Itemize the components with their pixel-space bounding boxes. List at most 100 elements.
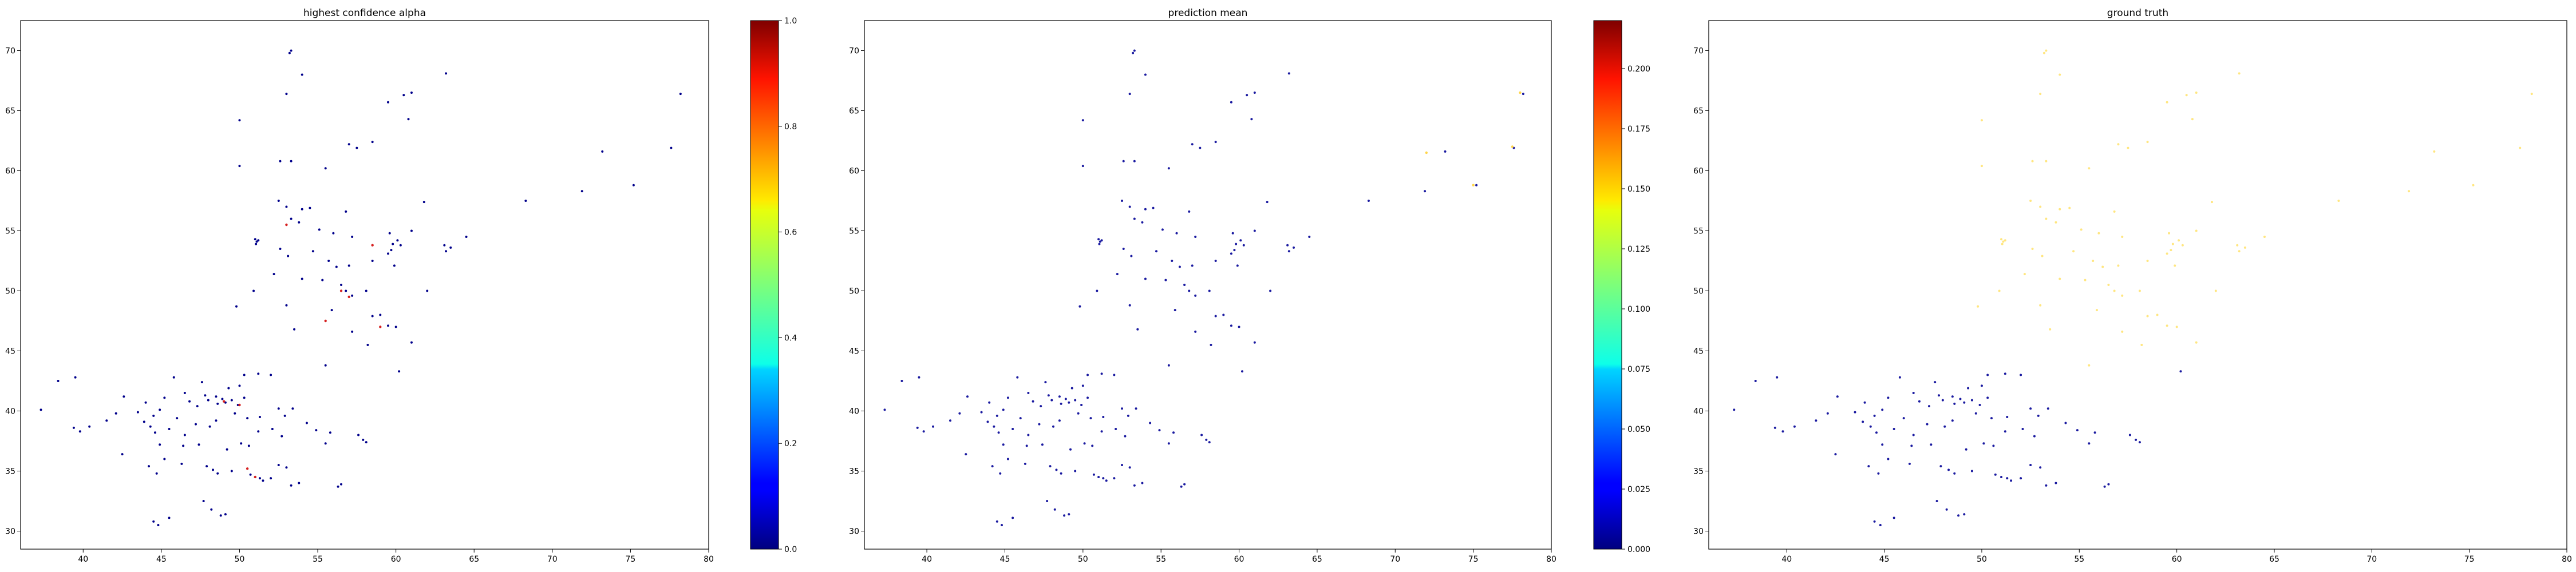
- data-point: [1873, 414, 1876, 417]
- data-point: [1253, 341, 1256, 344]
- data-point: [309, 206, 311, 209]
- data-point: [1002, 408, 1005, 411]
- data-point: [1941, 399, 1944, 402]
- data-point: [206, 465, 208, 468]
- data-point-highlight: [222, 400, 226, 403]
- data-point: [1902, 417, 1905, 420]
- data-point: [2045, 217, 2048, 220]
- data-point: [234, 412, 236, 415]
- data-point: [394, 325, 397, 328]
- data-point: [932, 425, 934, 428]
- data-point: [324, 364, 327, 367]
- y-tick-label: 45: [849, 347, 859, 356]
- data-point: [1053, 508, 1056, 511]
- data-point: [949, 419, 951, 422]
- data-point: [2088, 167, 2091, 170]
- data-point: [335, 265, 338, 268]
- y-tick-label: 45: [1693, 347, 1704, 356]
- data-point: [386, 324, 389, 327]
- data-point: [1982, 442, 1985, 445]
- data-point-highlight: [1511, 145, 1514, 148]
- chart-panel-1: highest confidence alpha 40 45 50 55 60 65 70 75…: [5, 7, 797, 564]
- data-point: [1122, 160, 1125, 162]
- data-point: [2000, 238, 2003, 241]
- data-point: [1141, 482, 1144, 484]
- data-point: [2088, 364, 2091, 367]
- colorbar-tick-label: 0.175: [1627, 125, 1650, 134]
- data-point: [216, 472, 219, 475]
- data-point: [1208, 441, 1211, 444]
- data-point: [443, 244, 446, 247]
- data-point: [1881, 408, 1884, 411]
- data-point: [988, 401, 991, 404]
- x-tick-label: 40: [922, 555, 932, 564]
- data-point: [407, 118, 410, 121]
- data-point: [2243, 246, 2246, 249]
- data-point: [1128, 466, 1131, 469]
- data-point: [465, 236, 468, 238]
- y-tick-label: 55: [1693, 227, 1704, 236]
- data-point: [993, 425, 995, 428]
- data-point: [1144, 208, 1147, 210]
- data-point: [1733, 408, 1736, 411]
- data-point: [1152, 206, 1155, 209]
- data-point: [1133, 160, 1136, 162]
- data-point: [212, 468, 215, 471]
- data-point: [219, 514, 222, 517]
- data-point: [2263, 236, 2266, 238]
- data-point: [1970, 470, 1973, 472]
- data-point: [301, 208, 303, 210]
- data-point: [255, 240, 258, 243]
- data-point: [1027, 434, 1030, 436]
- colorbar-tick-label: 0.8: [784, 122, 797, 132]
- data-point: [2055, 221, 2057, 224]
- data-point: [180, 462, 183, 465]
- data-point: [301, 73, 303, 76]
- data-point: [2039, 93, 2042, 96]
- data-point: [1161, 228, 1164, 231]
- data-point: [1947, 468, 1950, 471]
- data-point: [1081, 384, 1084, 387]
- data-point: [410, 229, 413, 232]
- data-point: [252, 289, 255, 292]
- data-point: [1208, 289, 1211, 292]
- data-point: [2238, 72, 2241, 75]
- data-point: [285, 466, 288, 469]
- colorbar-tick-label: 1.0: [784, 17, 797, 26]
- data-point: [2170, 249, 2172, 252]
- data-point: [1105, 479, 1108, 482]
- data-point: [1877, 472, 1880, 475]
- data-point: [1099, 240, 1101, 243]
- data-point: [1024, 462, 1026, 465]
- data-point: [280, 435, 283, 438]
- data-point: [1032, 400, 1034, 403]
- data-point: [2127, 146, 2129, 149]
- data-point: [392, 243, 394, 245]
- data-point: [986, 420, 989, 423]
- data-point-highlight: [1425, 151, 1428, 154]
- data-point: [393, 264, 396, 267]
- colorbar-tick-label: 0.150: [1627, 185, 1650, 194]
- colorbar-tick-label: 0.075: [1627, 365, 1650, 374]
- data-point: [1926, 423, 1929, 426]
- data-point: [1879, 524, 1882, 526]
- data-point: [2092, 260, 2095, 262]
- data-point: [247, 444, 250, 447]
- data-point: [2519, 146, 2522, 149]
- data-point: [1174, 309, 1176, 312]
- data-point: [386, 252, 389, 255]
- data-point: [152, 520, 155, 523]
- data-point: [262, 479, 264, 482]
- data-point: [1121, 464, 1123, 466]
- data-point: [215, 419, 218, 422]
- data-point: [1927, 405, 1930, 408]
- data-point: [1183, 483, 1186, 486]
- data-point: [1113, 374, 1116, 376]
- data-point: [1130, 255, 1133, 257]
- data-point: [88, 425, 91, 428]
- data-point: [283, 414, 286, 417]
- x-tick-label: 65: [469, 555, 479, 564]
- data-point: [1074, 399, 1077, 402]
- data-point: [2029, 200, 2032, 202]
- data-point: [1055, 468, 1058, 471]
